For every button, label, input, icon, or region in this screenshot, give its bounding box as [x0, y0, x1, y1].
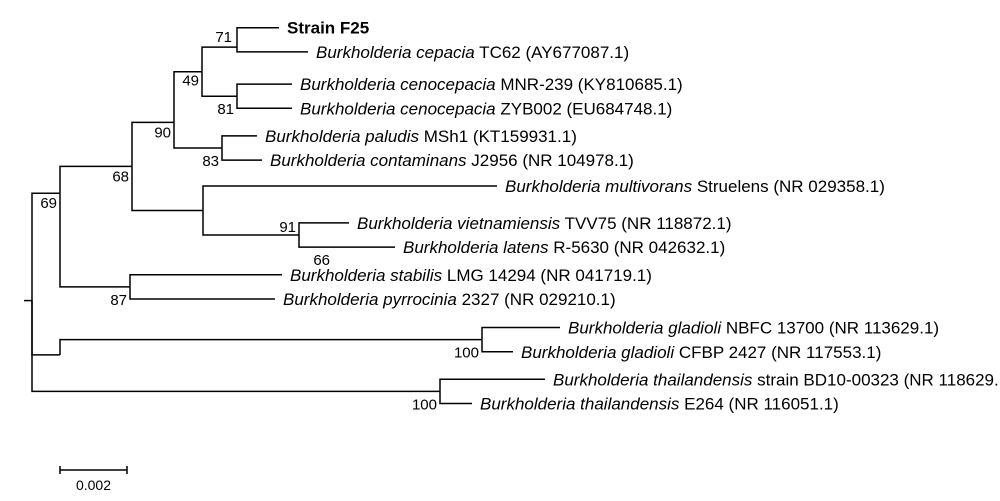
taxon-label: Burkholderia latens R-5630 (NR 042632.1) — [403, 238, 725, 257]
taxon-label: Burkholderia gladioli CFBP 2427 (NR 1175… — [521, 343, 881, 362]
bootstrap-value: 81 — [217, 101, 234, 118]
taxon-label: Burkholderia cenocepacia MNR-239 (KY8106… — [300, 75, 683, 94]
branch — [299, 223, 349, 235]
taxon-label: Burkholderia stabilis LMG 14294 (NR 0417… — [290, 266, 652, 285]
taxon-label: Burkholderia thailandensis strain BD10-0… — [553, 370, 1000, 389]
branch — [202, 47, 237, 72]
bootstrap-value: 83 — [202, 153, 219, 170]
taxon-label: Burkholderia multivorans Struelens (NR 0… — [505, 177, 885, 196]
taxon-labels: Strain F25 Burkholderia cepacia TC62 (AY6… — [265, 19, 1000, 414]
scale-bar-line — [60, 466, 127, 474]
taxon-label: Burkholderia cenocepacia ZYB002 (EU68474… — [300, 99, 672, 118]
bootstrap-value: 91 — [279, 219, 296, 236]
bootstrap-value: 69 — [40, 195, 57, 212]
branch — [203, 186, 497, 211]
branch — [299, 235, 395, 247]
branch — [132, 166, 203, 210]
branch — [440, 379, 545, 391]
branch — [130, 287, 275, 299]
branch — [174, 122, 222, 148]
taxon-label: Strain F25 — [287, 19, 369, 38]
branch — [237, 96, 292, 108]
scale-bar: 0.002 — [60, 466, 127, 493]
branch — [202, 72, 237, 97]
branch — [32, 301, 440, 392]
branch — [222, 136, 257, 148]
taxon-label: Burkholderia paludis MSh1 (KT159931.1) — [265, 127, 577, 146]
branch — [222, 148, 262, 160]
branch — [237, 84, 292, 96]
bootstrap-value: 100 — [454, 345, 479, 362]
bootstrap-value: 49 — [182, 73, 199, 90]
taxon-label: Burkholderia contaminans J2956 (NR 10497… — [270, 151, 634, 170]
taxon-label: Burkholderia gladioli NBFC 13700 (NR 113… — [568, 319, 939, 338]
branch — [32, 301, 60, 355]
branch — [482, 328, 560, 340]
branch — [237, 28, 279, 47]
bootstrap-value: 100 — [412, 396, 437, 413]
bootstrap-value: 87 — [110, 292, 127, 309]
branch — [60, 340, 482, 355]
taxon-label: Burkholderia cepacia TC62 (AY677087.1) — [316, 43, 629, 62]
branch — [60, 193, 130, 287]
branch — [237, 47, 308, 52]
bootstrap-value: 90 — [154, 124, 171, 141]
bootstrap-value: 71 — [215, 29, 232, 46]
phylogenetic-tree: 71499081688369916687100100 Strain F25Bur… — [0, 0, 1000, 501]
taxon-label: Burkholderia pyrrocinia 2327 (NR 029210.… — [283, 290, 616, 309]
branch — [440, 391, 472, 403]
bootstrap-value: 68 — [112, 168, 129, 185]
taxon-label: Burkholderia thailandensis E264 (NR 1160… — [480, 395, 839, 414]
branch — [130, 275, 282, 287]
branch — [482, 340, 513, 352]
scale-bar-label: 0.002 — [76, 477, 111, 493]
taxon-label: Burkholderia vietnamiensis TVV75 (NR 118… — [357, 214, 732, 233]
